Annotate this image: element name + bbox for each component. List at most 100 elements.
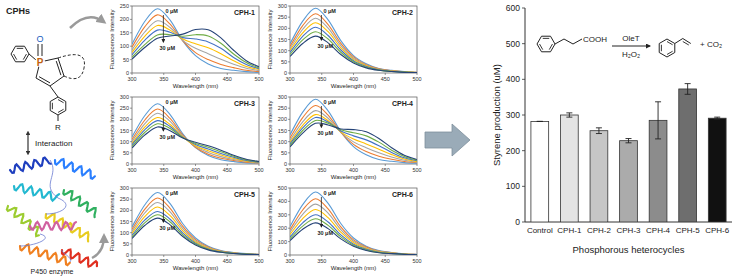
bar <box>531 121 549 222</box>
error-bar <box>714 117 720 119</box>
y-tick-label: 50 <box>281 150 287 156</box>
annotation: 30 μM <box>317 230 333 236</box>
y-tick-label: 200 <box>120 116 129 122</box>
x-tick <box>385 73 386 75</box>
series-group <box>132 192 259 254</box>
y-tick <box>288 201 290 202</box>
y-axis-title: Fluorescence Intensity <box>267 191 273 251</box>
annotation-arrow <box>163 15 164 42</box>
x-tick-label: 400 <box>191 258 200 264</box>
y-tick-label: 100 <box>278 48 287 54</box>
y-tick <box>522 8 525 9</box>
x-tick-label: 300 <box>285 258 294 264</box>
spectrum-line <box>290 199 417 255</box>
spectrum-line <box>290 204 417 254</box>
series-group <box>132 104 259 164</box>
annotation: 30 μM <box>317 43 333 49</box>
annotation-arrow <box>321 197 322 227</box>
x-tick-label: 300 <box>285 167 294 173</box>
y-tick <box>288 17 290 18</box>
y-tick-label: 0 <box>126 252 129 258</box>
spectrum-line <box>290 99 417 163</box>
y-tick <box>130 32 132 33</box>
y-tick-label: 200 <box>278 116 287 122</box>
y-tick <box>522 186 525 187</box>
spectrum-line <box>132 198 259 254</box>
y-tick <box>288 97 290 98</box>
y-tick <box>288 119 290 120</box>
error-bar <box>537 121 543 122</box>
y-tick <box>522 222 525 223</box>
y-tick-label: 300 <box>278 3 287 9</box>
plot-frame <box>132 97 259 164</box>
y-tick <box>130 108 132 109</box>
annotation: 30 μM <box>159 45 175 51</box>
series-group <box>290 99 417 163</box>
spectrum-line <box>132 29 259 67</box>
x-tick-label: 350 <box>317 76 326 82</box>
annotation: 0 μM <box>165 8 178 14</box>
spectrum-line <box>290 27 417 72</box>
spectrum-line <box>132 109 259 163</box>
x-tick-label: CPH-1 <box>557 226 582 235</box>
y-tick <box>288 61 290 62</box>
double-bond <box>667 51 673 54</box>
spectrum-panel: 300350400450500050100150200250300CPH-40 … <box>267 94 422 180</box>
double-bond <box>667 42 673 45</box>
y-tick-label: 300 <box>506 110 520 120</box>
spectrum-line <box>290 219 417 255</box>
y-tick-label: 100 <box>120 139 129 145</box>
error-bar <box>626 139 632 143</box>
y-tick <box>130 59 132 60</box>
y-tick <box>130 19 132 20</box>
enzyme-label: P450 enzyme <box>31 268 74 276</box>
annotation: 0 μM <box>165 190 178 196</box>
double-bond <box>549 44 552 50</box>
x-tick-label: 350 <box>159 258 168 264</box>
spectrum-line <box>290 123 417 160</box>
x-tick <box>385 255 386 257</box>
spectrum-line <box>132 9 259 73</box>
x-tick-label: 400 <box>191 167 200 173</box>
x-tick-label: 400 <box>191 76 200 82</box>
spectrum-line <box>290 215 417 255</box>
spectrum-line <box>290 32 417 73</box>
panel-title: CPH-1 <box>234 9 255 16</box>
y-axis-title: Fluorescence Intensity <box>109 9 115 69</box>
y-tick <box>288 152 290 153</box>
bar-chart: 0100200300400500600ControlCPH-1CPH-2CPH-… <box>491 3 732 255</box>
spectrum-line <box>132 192 259 254</box>
bond <box>58 58 64 76</box>
x-tick-label: 300 <box>127 258 136 264</box>
y-tick-label: 0 <box>284 161 287 167</box>
x-tick <box>195 255 196 257</box>
byproduct-label: + CO₂ <box>700 40 722 49</box>
y-tick-label: 100 <box>506 181 520 191</box>
double-bond <box>543 38 549 39</box>
fused-ring <box>58 55 84 79</box>
x-tick <box>321 255 322 257</box>
y-tick-label: 250 <box>120 196 129 202</box>
y-tick <box>288 50 290 51</box>
double-bond <box>23 54 26 60</box>
spectrum-line <box>132 203 259 255</box>
plot-frame <box>132 6 259 73</box>
y-tick <box>288 130 290 131</box>
spectrum-line <box>132 211 259 254</box>
flow-arrow <box>70 17 104 28</box>
y-tick <box>522 150 525 151</box>
y-tick <box>288 188 290 189</box>
y-tick-label: 50 <box>281 59 287 65</box>
reaction-arrow <box>612 46 650 47</box>
annotation-arrow <box>321 106 322 127</box>
x-tick-label: 500 <box>254 76 263 82</box>
plot-frame <box>290 97 417 164</box>
annotation: 30 μM <box>159 134 175 140</box>
interaction-arrow <box>27 133 28 153</box>
y-tick-label: 150 <box>120 219 129 225</box>
double-bond <box>17 48 23 49</box>
x-tick <box>417 164 418 166</box>
spectrum-line <box>132 124 259 162</box>
x-tick <box>132 73 133 75</box>
x-axis-title: Phosphorous heterocycles <box>573 244 685 255</box>
